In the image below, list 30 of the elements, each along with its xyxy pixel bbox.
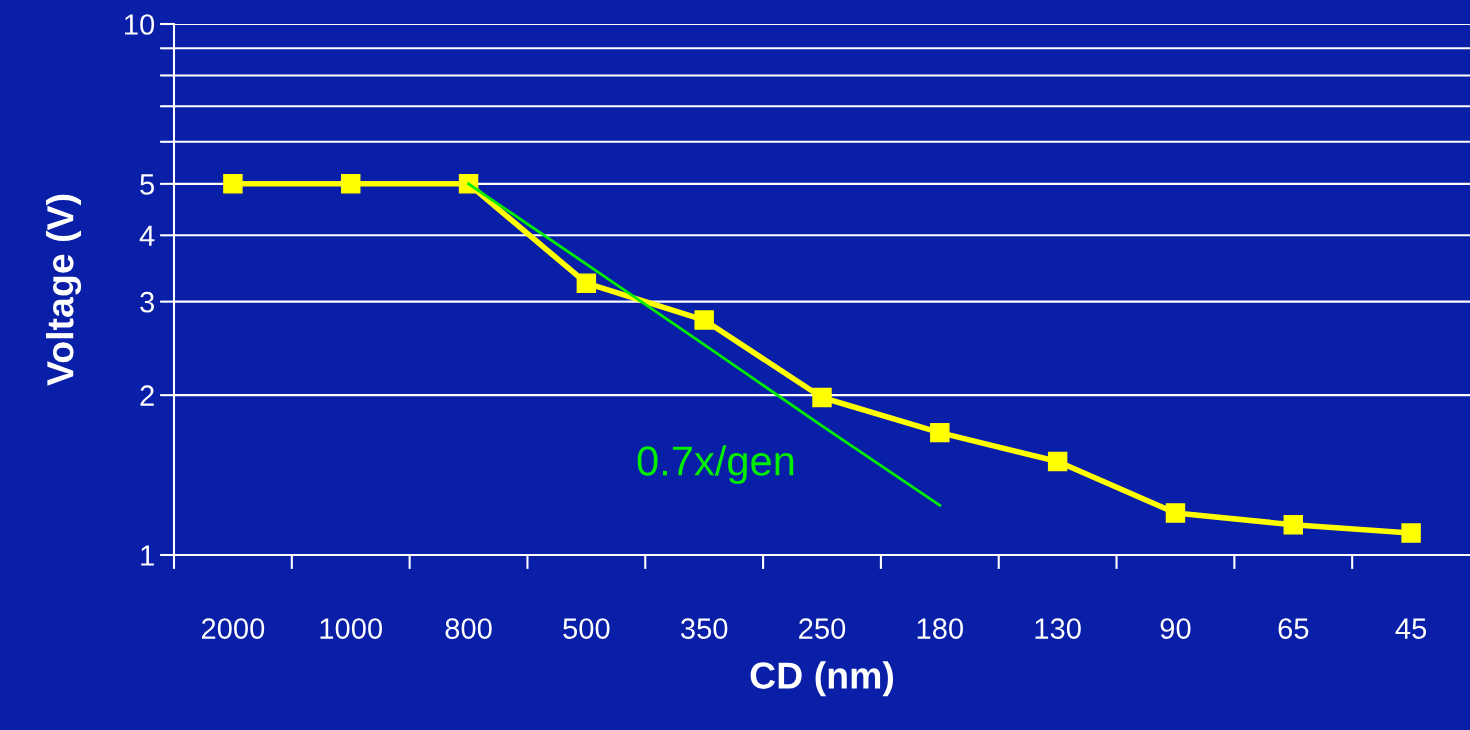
point — [341, 174, 361, 194]
point — [1401, 523, 1421, 543]
x-tick-label: 90 — [1160, 618, 1191, 639]
y-tick-label: 5 — [140, 174, 155, 195]
x-tick-label: 1000 — [320, 618, 383, 639]
point — [1047, 451, 1068, 472]
point — [576, 273, 597, 293]
point — [1165, 503, 1186, 523]
y-tick-label: 1 — [141, 545, 154, 566]
x-tick-label: 180 — [917, 618, 964, 639]
y-axis-title: Voltage (V) — [46, 194, 82, 386]
x-tick-label: 250 — [799, 618, 846, 639]
x-tick-label: 800 — [445, 618, 492, 639]
point — [930, 422, 950, 443]
x-tick-label: 45 — [1395, 618, 1427, 639]
point — [223, 174, 243, 194]
point — [694, 310, 714, 330]
y-tick-label: 4 — [139, 225, 155, 246]
x-axis-title: CD (nm) — [750, 661, 894, 697]
annotation: 0.7x/gen — [637, 445, 794, 485]
y-tick-label: 10 — [125, 14, 155, 35]
y-tick-label: 3 — [140, 291, 154, 313]
x-tick-label: 500 — [563, 618, 610, 639]
y-tick-label: 2 — [140, 385, 154, 406]
x-tick-label: 130 — [1035, 618, 1081, 639]
x-tick-label: 2000 — [201, 618, 265, 639]
x-tick-label: 65 — [1278, 618, 1309, 639]
x-tick-label: 350 — [680, 618, 728, 639]
point — [1283, 515, 1303, 535]
point — [812, 387, 832, 408]
